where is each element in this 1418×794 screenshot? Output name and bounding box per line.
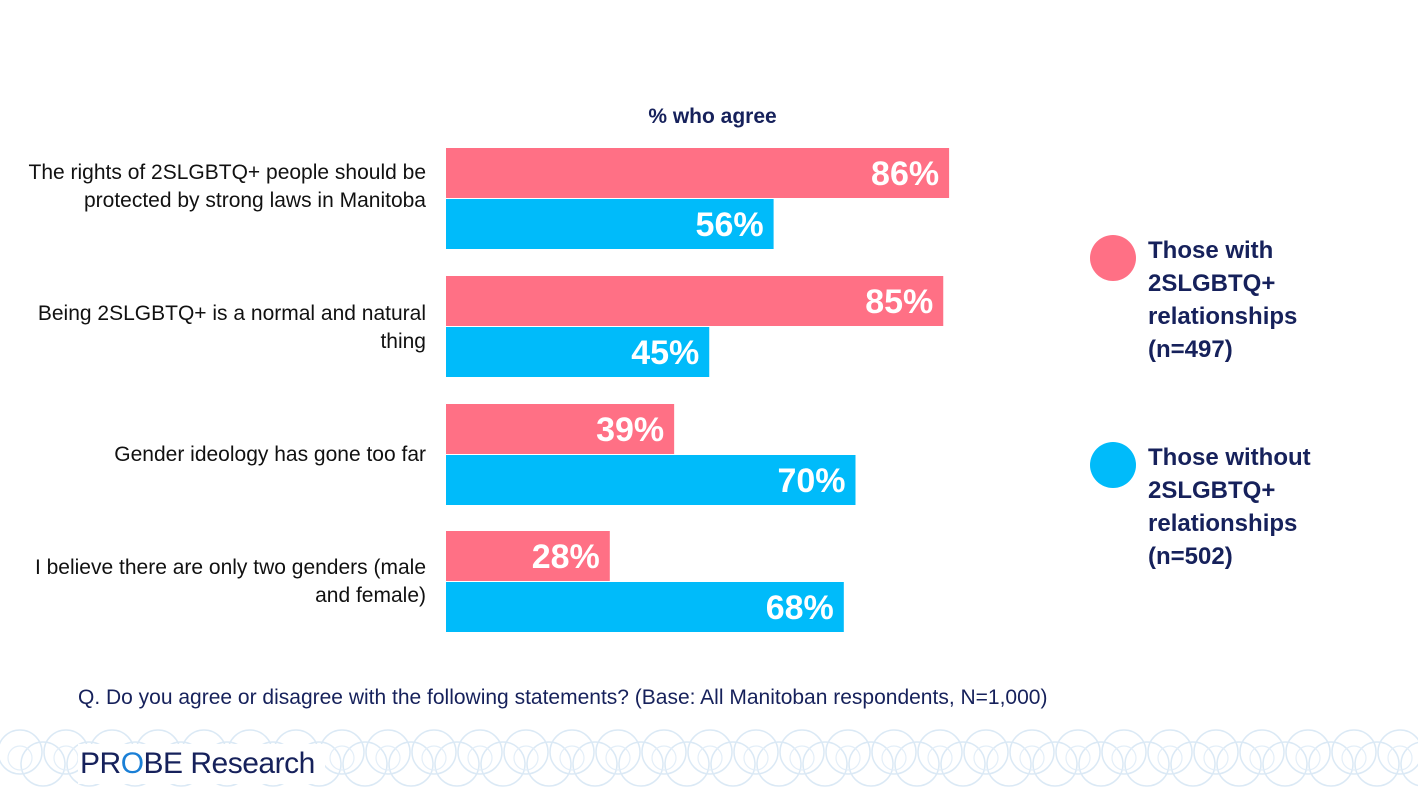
data-label: 86% (871, 155, 939, 193)
category-label: Gender ideology has gone too far (114, 443, 426, 466)
bar-chart: 86% 56% 85% 45% 39% 70% 28% 68% (446, 148, 950, 632)
legend-item-with: Those with 2SLGBTQ+ relationships (n=497… (1090, 234, 1348, 366)
bar-without (446, 199, 774, 249)
data-label: 45% (631, 334, 699, 372)
bar-with (446, 404, 675, 454)
legend-item-without: Those without 2SLGBTQ+ relationships (n=… (1090, 441, 1348, 573)
legend-swatch-with (1090, 235, 1136, 281)
data-label: 28% (532, 538, 600, 576)
bar-with (446, 276, 944, 326)
data-label: 68% (766, 589, 834, 627)
data-label: 56% (696, 206, 764, 244)
bar-with (446, 531, 610, 581)
bar-with (446, 148, 950, 198)
data-label: 39% (596, 411, 664, 449)
legend-label-without: Those without 2SLGBTQ+ relationships (n=… (1148, 444, 1311, 570)
data-label: 85% (865, 283, 933, 321)
category-label: The rights of 2SLGBTQ+ people should be … (28, 161, 427, 212)
category-label: Being 2SLGBTQ+ is a normal and natural t… (37, 302, 426, 353)
category-label: I believe there are only two genders (ma… (34, 556, 426, 607)
bar-without (446, 582, 844, 632)
chart-title: % who agree (648, 105, 777, 128)
probe-research-logo: PROBE Research (78, 744, 325, 784)
legend-swatch-without (1090, 442, 1136, 488)
bar-without (446, 455, 856, 505)
bar-without (446, 327, 710, 377)
question-footnote: Q. Do you agree or disagree with the fol… (78, 686, 1048, 709)
legend-label-with: Those with 2SLGBTQ+ relationships (n=497… (1148, 237, 1298, 363)
data-label: 70% (777, 462, 845, 500)
